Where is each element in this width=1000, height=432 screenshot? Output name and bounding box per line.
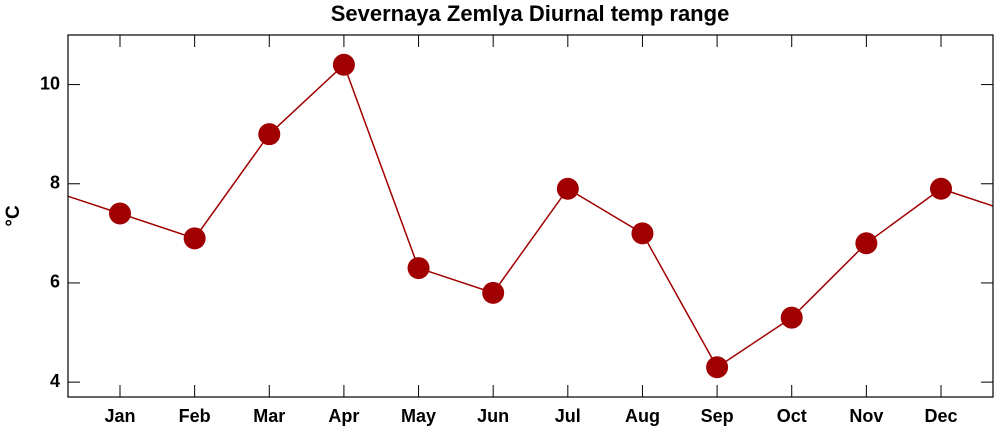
x-tick-label: Jan	[104, 406, 135, 426]
y-axis-label: °C	[3, 205, 24, 227]
x-tick-label: Jun	[477, 406, 509, 426]
data-point	[780, 306, 803, 329]
x-tick-label: Oct	[777, 406, 807, 426]
plot-frame	[67, 34, 994, 398]
data-point	[183, 227, 206, 250]
data-point	[258, 123, 281, 146]
data-point	[855, 232, 878, 255]
x-tick-label: Dec	[924, 406, 957, 426]
data-point	[706, 356, 729, 379]
x-tick-label: Apr	[328, 406, 359, 426]
y-tick-label: 6	[50, 272, 60, 292]
x-tick-label: Mar	[253, 406, 285, 426]
y-tick-label: 10	[40, 73, 60, 93]
plot-area	[68, 53, 993, 379]
wrap-line	[68, 195, 121, 215]
data-point	[482, 281, 505, 304]
data-point	[407, 257, 430, 280]
chart-title: Severnaya Zemlya Diurnal temp range	[331, 1, 730, 26]
data-point	[930, 177, 952, 200]
data-point	[332, 53, 355, 76]
y-tick-label: 4	[50, 371, 60, 391]
y-tick-label: 8	[50, 173, 60, 193]
data-line	[119, 63, 942, 369]
x-tick-label: Feb	[179, 406, 211, 426]
x-tick-label: Sep	[701, 406, 734, 426]
x-tick-label: Nov	[849, 406, 883, 426]
x-tick-label: Aug	[625, 406, 660, 426]
x-tick-label: May	[401, 406, 436, 426]
wrap-line	[940, 188, 993, 207]
data-point	[631, 222, 654, 245]
x-tick-label: Jul	[555, 406, 581, 426]
data-point	[556, 177, 579, 200]
data-point	[109, 202, 131, 225]
